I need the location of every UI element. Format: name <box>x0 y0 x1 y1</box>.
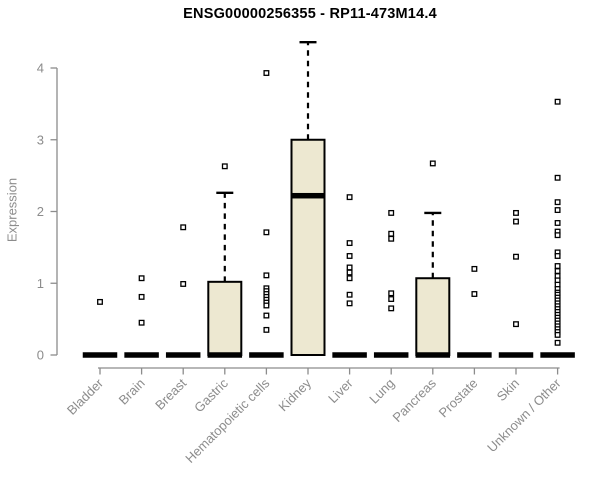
x-tick-label-pancreas: Pancreas <box>389 375 439 425</box>
y-tick-label: 3 <box>37 132 44 147</box>
outlier-point <box>429 160 436 167</box>
x-tick-label-prostate: Prostate <box>436 376 481 421</box>
outlier-point <box>513 321 519 328</box>
box-group-unknown-other <box>540 98 575 358</box>
box-group-skin <box>498 209 534 358</box>
outlier-point <box>554 331 561 338</box>
box-group-lung <box>373 209 409 358</box>
median-line <box>457 352 492 358</box>
outlier-point <box>180 281 187 287</box>
x-tick-label-lung: Lung <box>366 376 397 407</box>
outlier-point <box>554 98 561 105</box>
outlier-point <box>138 319 145 326</box>
outlier-point <box>388 230 395 237</box>
outlier-point <box>513 209 519 216</box>
outlier-point <box>388 290 395 297</box>
chart-title: ENSG00000256355 - RP11-473M14.4 <box>183 6 437 22</box>
outlier-point <box>346 291 353 298</box>
box-group-kidney <box>290 40 326 356</box>
outlier-point <box>554 253 561 259</box>
outlier-point <box>471 291 478 297</box>
median-line <box>165 352 201 358</box>
outlier-point <box>263 302 270 309</box>
box-rect <box>207 280 243 356</box>
x-tick-label-unknown-other: Unknown / Other <box>484 375 564 455</box>
box-group-liver <box>332 194 367 358</box>
outlier-point <box>263 70 270 76</box>
outlier-point <box>554 263 561 269</box>
median-line <box>332 352 367 358</box>
outlier-point <box>221 163 228 170</box>
box-group-brain <box>124 275 159 358</box>
median-line <box>373 352 409 358</box>
outlier-point <box>97 298 103 305</box>
median-line <box>290 192 326 199</box>
box-group-breast <box>165 224 201 358</box>
outlier-point <box>554 268 561 275</box>
outlier-point <box>554 339 561 346</box>
box-group-prostate <box>457 265 492 358</box>
outlier-point <box>346 300 353 307</box>
outlier-point <box>346 264 353 271</box>
outlier-point <box>138 293 145 300</box>
outlier-point <box>388 296 395 302</box>
outlier-point <box>554 174 561 181</box>
x-tick-label-breast: Breast <box>152 375 189 412</box>
box-rect <box>415 277 451 357</box>
outlier-point <box>513 218 519 225</box>
y-tick-label: 2 <box>37 204 44 219</box>
box-group-pancreas <box>415 160 451 358</box>
x-tick-label-gastric: Gastric <box>191 375 231 415</box>
outlier-point <box>554 207 561 214</box>
outlier-point <box>554 232 561 239</box>
box-group-gastric <box>207 163 243 358</box>
box-rect <box>290 138 326 356</box>
outlier-point <box>471 265 478 272</box>
outlier-point <box>346 253 353 259</box>
x-tick-label-brain: Brain <box>116 376 148 408</box>
box-group-hematopoietic-cells <box>249 70 284 358</box>
outlier-point <box>346 269 353 276</box>
y-tick-label: 4 <box>37 61 44 76</box>
outlier-point <box>263 272 270 279</box>
outlier-point <box>180 224 187 231</box>
median-line <box>207 352 243 358</box>
median-line <box>415 352 451 358</box>
outlier-point <box>513 253 519 260</box>
median-line <box>82 352 118 358</box>
outlier-point <box>346 194 353 201</box>
median-line <box>498 352 534 358</box>
y-tick-label: 1 <box>37 276 44 291</box>
outlier-point <box>554 220 561 226</box>
outlier-point <box>388 209 395 216</box>
outlier-point <box>263 326 270 333</box>
outlier-point <box>346 275 353 282</box>
x-tick-label-kidney: Kidney <box>275 375 314 414</box>
median-line <box>540 352 575 358</box>
outlier-point <box>388 235 395 242</box>
x-tick-label-liver: Liver <box>325 375 356 406</box>
y-tick-label: 0 <box>37 348 44 363</box>
outlier-point <box>263 312 270 319</box>
outlier-point <box>346 240 353 247</box>
outlier-point <box>388 305 395 312</box>
outlier-point <box>138 275 145 282</box>
median-line <box>124 352 159 358</box>
outlier-point <box>263 229 270 236</box>
median-line <box>249 352 284 358</box>
outlier-point <box>554 199 561 206</box>
x-tick-label-skin: Skin <box>494 376 522 404</box>
box-group-bladder <box>82 298 118 358</box>
x-tick-label-bladder: Bladder <box>64 375 107 418</box>
